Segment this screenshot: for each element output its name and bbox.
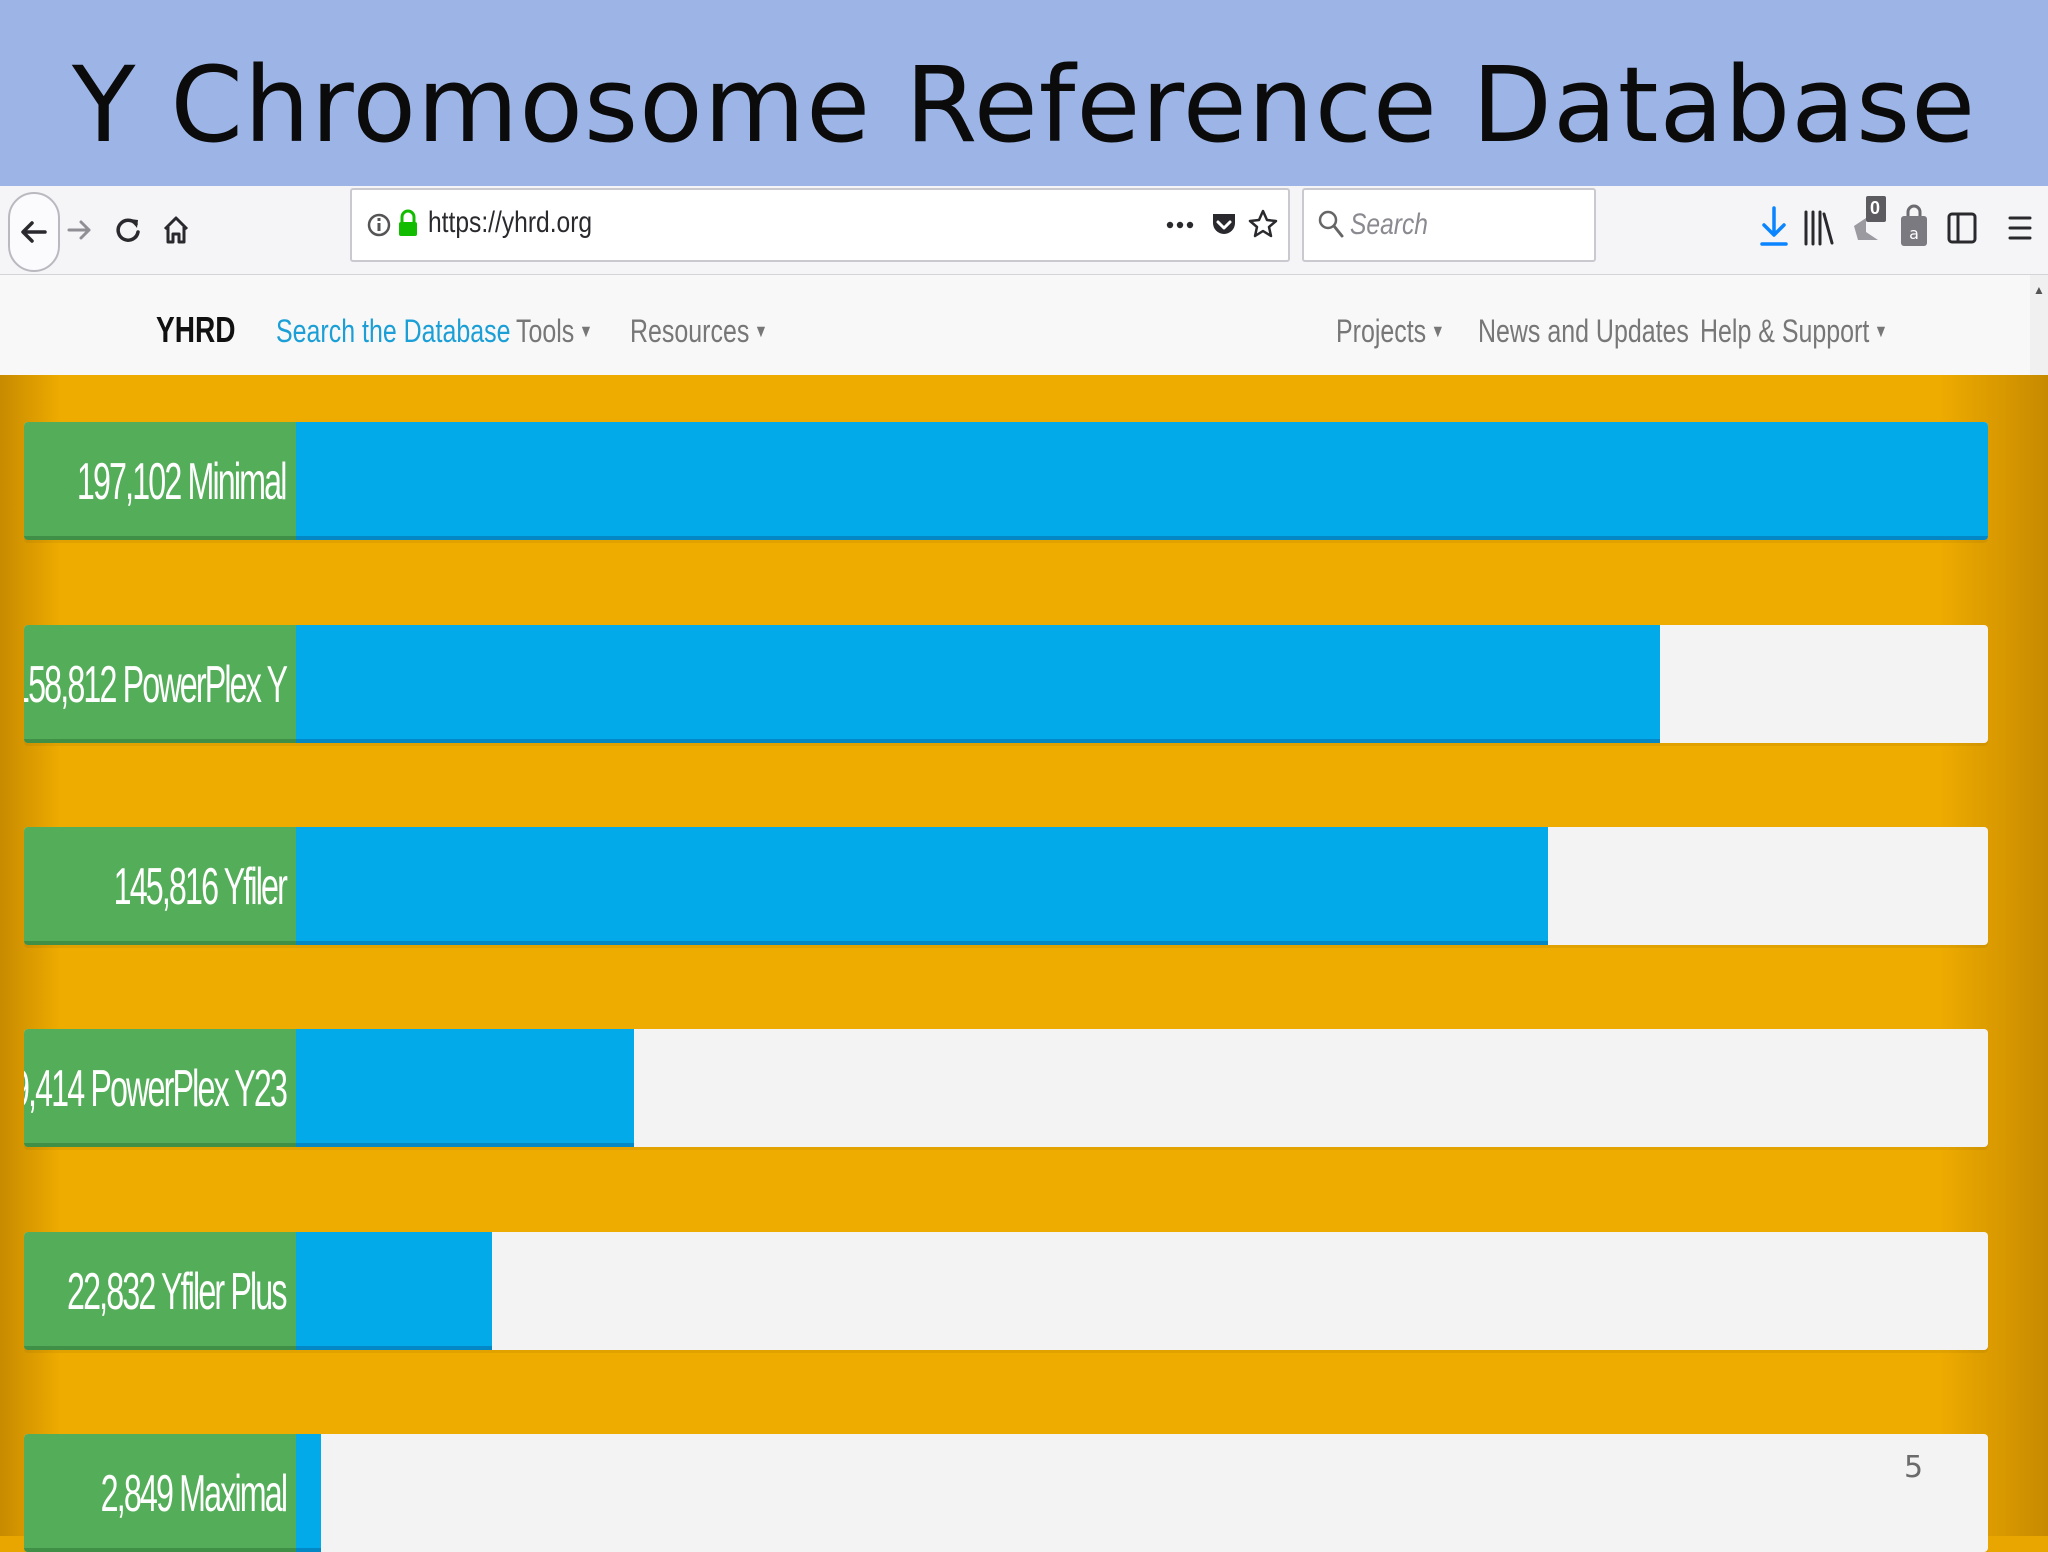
caret-down-icon: ▼ bbox=[578, 321, 593, 341]
pocket-icon[interactable] bbox=[1210, 210, 1238, 240]
stat-fill bbox=[296, 625, 1660, 743]
stat-bar-yfiler-plus: 22,832 Yfiler Plus bbox=[24, 1232, 1988, 1350]
svg-text:a: a bbox=[1909, 224, 1919, 243]
stat-fill bbox=[296, 422, 1988, 540]
caret-down-icon: ▼ bbox=[1873, 321, 1888, 341]
stat-fill bbox=[296, 1029, 634, 1147]
back-arrow-icon bbox=[21, 221, 47, 243]
info-icon bbox=[367, 213, 391, 237]
bookmark-star-icon[interactable] bbox=[1248, 208, 1278, 240]
url-bar[interactable]: https://yhrd.org bbox=[350, 188, 1290, 262]
hamburger-menu-icon bbox=[2008, 216, 2032, 240]
nav-news-and-updates[interactable]: News and Updates bbox=[1478, 313, 1689, 349]
stat-label: 145,816 Yfiler bbox=[24, 827, 296, 945]
stat-bar-minimal: 197,102 Minimal bbox=[24, 422, 1988, 540]
lock-icon bbox=[399, 209, 417, 236]
url-text[interactable]: https://yhrd.org bbox=[428, 206, 593, 239]
reload-button[interactable] bbox=[108, 202, 148, 258]
caret-down-icon: ▼ bbox=[1430, 321, 1445, 341]
site-brand-logo[interactable]: YHRD bbox=[156, 309, 236, 350]
more-icon[interactable] bbox=[1166, 220, 1194, 230]
stat-label: 197,102 Minimal bbox=[24, 422, 296, 540]
sidebar-icon bbox=[1947, 212, 1977, 244]
scroll-up-arrow-icon[interactable]: ▲ bbox=[2033, 283, 2045, 297]
site-navbar: YHRD Search the Database Tools ▼ Resource… bbox=[0, 275, 2030, 375]
home-button[interactable] bbox=[154, 202, 198, 258]
sidebar-button[interactable] bbox=[1946, 208, 1978, 248]
caret-down-icon: ▼ bbox=[753, 321, 768, 341]
nav-resources-dropdown[interactable]: Resources ▼ bbox=[630, 313, 768, 349]
reload-icon bbox=[116, 218, 140, 242]
shopping-bag-button[interactable]: a bbox=[1898, 204, 1930, 250]
hamburger-menu-button[interactable] bbox=[2006, 208, 2036, 248]
page-scrollbar[interactable]: ▲ bbox=[2030, 275, 2048, 375]
slide-header: Y Chromosome Reference Database bbox=[0, 0, 2048, 186]
search-placeholder: Search bbox=[1350, 208, 1428, 241]
extension-icon bbox=[1854, 196, 1886, 240]
stat-bar-maximal: 2,849 Maximal bbox=[24, 1434, 1988, 1552]
shopping-bag-icon: a bbox=[1901, 204, 1927, 246]
stat-label: 39,414 PowerPlex Y23 bbox=[24, 1029, 296, 1147]
slide-page-number: 5 bbox=[1904, 1450, 1924, 1485]
slide-title: Y Chromosome Reference Database bbox=[71, 44, 1977, 166]
stat-bar-yfiler: 145,816 Yfiler bbox=[24, 827, 1988, 945]
forward-arrow-icon bbox=[67, 220, 91, 240]
extension-button[interactable]: 0 bbox=[1850, 196, 1888, 248]
notification-count-badge: 0 bbox=[1870, 198, 1881, 218]
stat-bar-powerplex-y23: 39,414 PowerPlex Y23 bbox=[24, 1029, 1988, 1147]
forward-button[interactable] bbox=[60, 202, 100, 258]
stat-bar-powerplex-y: 158,812 PowerPlex Y bbox=[24, 625, 1988, 743]
stats-panel: 197,102 Minimal 158,812 PowerPlex Y 145,… bbox=[0, 375, 2048, 1552]
nav-search-the-database[interactable]: Search the Database bbox=[276, 313, 511, 349]
library-button[interactable] bbox=[1800, 206, 1836, 250]
download-icon bbox=[1760, 206, 1788, 246]
stat-label: 158,812 PowerPlex Y bbox=[24, 625, 296, 743]
nav-tools-dropdown[interactable]: Tools ▼ bbox=[516, 313, 593, 349]
stat-label: 2,849 Maximal bbox=[24, 1434, 296, 1552]
browser-search-field[interactable]: Search bbox=[1302, 188, 1596, 262]
nav-help-support-dropdown[interactable]: Help & Support ▼ bbox=[1700, 313, 1888, 349]
stat-fill bbox=[296, 1434, 321, 1552]
stat-fill bbox=[296, 827, 1548, 945]
nav-projects-dropdown[interactable]: Projects ▼ bbox=[1336, 313, 1445, 349]
library-icon bbox=[1804, 210, 1834, 246]
download-button[interactable] bbox=[1754, 202, 1794, 254]
search-icon bbox=[1318, 210, 1344, 238]
stat-fill bbox=[296, 1232, 492, 1350]
stat-label: 22,832 Yfiler Plus bbox=[24, 1232, 296, 1350]
back-button[interactable] bbox=[8, 192, 60, 272]
home-icon bbox=[163, 216, 189, 244]
